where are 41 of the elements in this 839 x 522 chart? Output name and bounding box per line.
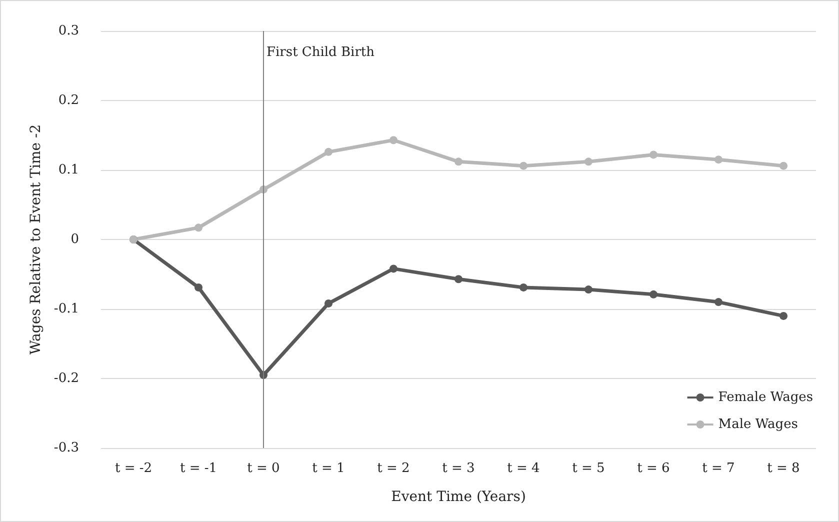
point: [324, 299, 332, 308]
x-axis-title: Event Time (Years): [391, 489, 526, 505]
ref-line-label: First Child Birth: [266, 45, 376, 60]
x-tick-label: t = 6: [637, 461, 670, 476]
point: [520, 283, 528, 292]
point: [650, 150, 658, 159]
x-tick-label: t = 7: [702, 461, 735, 476]
x-tick-label: t = -1: [180, 461, 218, 476]
x-tick-label: t = 4: [507, 461, 540, 476]
x-tick-label: t = 0: [247, 461, 280, 476]
y-axis-title: Wages Relative to Event Time -2: [28, 124, 44, 355]
y-tick-label: -0.1: [54, 302, 79, 316]
y-tick-label: -0.3: [54, 440, 79, 456]
y-tick-label: -0.2: [54, 371, 79, 386]
y-tick-label: 0.2: [58, 93, 79, 108]
point: [780, 312, 788, 320]
point: [454, 158, 462, 166]
point: [454, 275, 462, 284]
x-tick-label: t = 8: [767, 461, 800, 476]
x-tick-label: t = -2: [114, 461, 152, 476]
point: [714, 156, 722, 164]
point: [780, 162, 788, 170]
point: [584, 286, 592, 294]
legend-label: Male Wages: [718, 417, 798, 432]
point: [584, 158, 592, 166]
point: [390, 264, 398, 273]
point: [194, 283, 202, 292]
x-tick-label: t = 2: [377, 461, 410, 476]
y-tick-label: 0.1: [58, 162, 79, 178]
x-tick-label: t = 3: [442, 461, 475, 476]
y-tick-label: 0: [70, 232, 79, 247]
point: [324, 148, 332, 156]
point: [194, 224, 202, 232]
y-tick-label: 0.3: [58, 24, 79, 38]
x-tick-label: t = 5: [572, 461, 605, 476]
x-tick-label: t = 1: [312, 461, 345, 476]
point: [390, 136, 398, 144]
point: [714, 298, 722, 306]
point: [650, 290, 658, 298]
point: [520, 162, 528, 170]
legend-label: Female Wages: [718, 390, 813, 405]
